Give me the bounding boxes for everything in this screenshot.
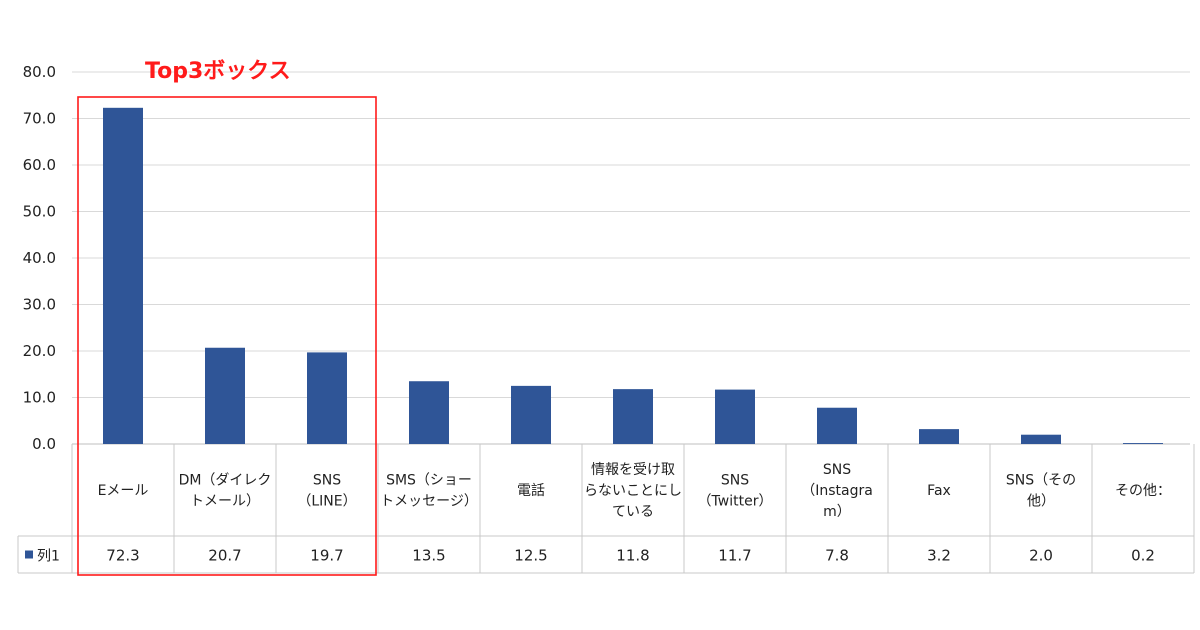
category-label-line: Eメール: [98, 483, 149, 499]
bar: [613, 389, 653, 444]
category-label-line: ている: [612, 504, 654, 520]
value-label: 12.5: [514, 547, 547, 565]
category-label-line: トメッセージ）: [380, 494, 478, 510]
y-tick-label: 20.0: [23, 342, 56, 360]
gridlines: [72, 71, 1190, 445]
y-tick-label: 10.0: [23, 389, 56, 407]
category-label: 情報を受け取らないことにしている: [584, 462, 682, 520]
bar: [307, 352, 347, 444]
category-label-line: トメール）: [190, 494, 260, 510]
y-tick-label: 70.0: [23, 110, 56, 128]
category-label-line: （Instagra: [801, 483, 873, 499]
category-label: SMS（ショートメッセージ）: [380, 473, 478, 510]
bars: [103, 107, 1163, 445]
category-label-line: その他：: [1115, 483, 1171, 499]
category-label-line: SNS: [721, 473, 749, 489]
bar: [409, 381, 449, 444]
category-label: SNS （Twitter）: [698, 473, 773, 510]
bar: [715, 389, 755, 444]
top3-annotation: Top3ボックス: [77, 59, 377, 576]
bar: [1021, 434, 1061, 444]
value-label: 7.8: [825, 547, 849, 565]
top3-label: Top3ボックス: [145, 59, 291, 84]
category-label: SNS （Instagra m）: [801, 462, 873, 520]
category-label: SNS （LINE）: [297, 473, 356, 510]
y-tick-label: 80.0: [23, 63, 56, 81]
bar: [817, 407, 857, 444]
category-label: その他：: [1115, 483, 1171, 499]
y-tick-label: 0.0: [32, 435, 56, 453]
category-label-line: m）: [823, 504, 851, 520]
value-label: 0.2: [1131, 547, 1155, 565]
value-label: 20.7: [208, 547, 241, 565]
value-label: 11.8: [616, 547, 649, 565]
legend-swatch: [25, 550, 33, 559]
value-label: 11.7: [718, 547, 751, 565]
category-label-line: SNS: [823, 462, 851, 478]
value-label: 19.7: [310, 547, 343, 565]
category-label-line: 情報を受け取: [591, 462, 675, 478]
category-label-line: 他）: [1027, 494, 1055, 510]
y-tick-label: 30.0: [23, 296, 56, 314]
value-label: 72.3: [106, 547, 139, 565]
category-label: SNS（その他）: [1006, 473, 1076, 510]
top3-highlight-box: [77, 96, 377, 576]
bar: [1123, 443, 1163, 444]
category-label: Fax: [927, 483, 951, 499]
legend-label: 列1: [37, 549, 60, 565]
bar: [205, 347, 245, 444]
category-label-line: 電話: [517, 482, 545, 499]
bar: [919, 429, 959, 444]
bar: [103, 107, 143, 445]
category-label: 電話: [517, 482, 545, 499]
category-label-line: DM（ダイレク: [179, 473, 272, 489]
y-tick-label: 50.0: [23, 203, 56, 221]
category-label-line: Fax: [927, 483, 951, 499]
category-label-line: （Twitter）: [698, 494, 773, 510]
value-label: 3.2: [927, 547, 951, 565]
category-label-line: （LINE）: [297, 494, 356, 510]
category-label-line: SNS: [313, 473, 341, 489]
y-tick-label: 60.0: [23, 156, 56, 174]
bar: [511, 385, 551, 444]
data-table: Eメール DM（ダイレクトメール） SNS （LINE） SMS（ショートメッセージ） 電…: [17, 444, 1195, 574]
category-label-line: SNS（その: [1006, 473, 1076, 489]
category-label: DM（ダイレクトメール）: [179, 473, 272, 510]
category-label-line: SMS（ショー: [386, 473, 472, 489]
y-axis-ticks: 0.0 10.0 20.0 30.0 40.0 50.0 60.0 70.0 80.0: [23, 63, 56, 453]
category-label: Eメール: [98, 483, 149, 499]
y-tick-label: 40.0: [23, 249, 56, 267]
value-label: 13.5: [412, 547, 445, 565]
category-label-line: らないことにし: [584, 483, 682, 499]
value-label: 2.0: [1029, 547, 1053, 565]
